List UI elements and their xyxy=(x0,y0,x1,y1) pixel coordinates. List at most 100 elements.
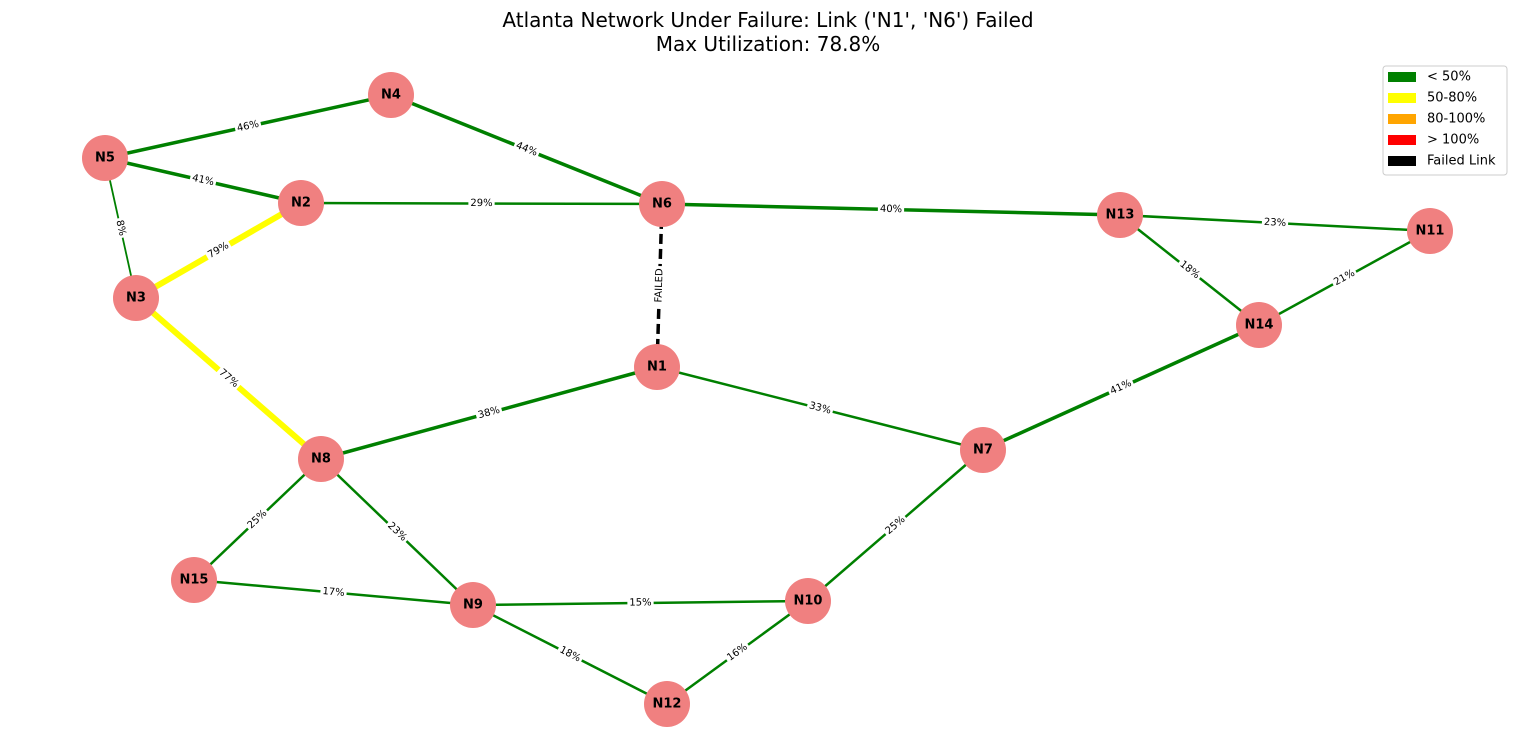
node-circle xyxy=(171,557,217,603)
edge-label-background xyxy=(877,202,905,217)
edge-label-background xyxy=(1261,215,1289,231)
legend-entry: Failed Link xyxy=(1388,154,1496,169)
node-n5: N5 xyxy=(82,135,128,181)
edge-label: 41% xyxy=(191,173,215,189)
node-circle xyxy=(634,344,680,390)
node-n2: N2 xyxy=(278,180,324,226)
edge-label-group: 41% xyxy=(1106,376,1136,399)
legend-swatch xyxy=(1388,114,1416,124)
edge-label-background xyxy=(214,364,243,393)
edge-label-background xyxy=(112,216,129,240)
edge-label-group: 15% xyxy=(627,596,654,610)
nodes-layer: N1 N2 N3 N4 N5 N6 N7 N8 N9 N10 N11 N12 N13 N14 N15 xyxy=(82,72,1453,727)
node-label: N7 xyxy=(973,443,993,458)
node-label: N6 xyxy=(652,197,672,212)
edge-label-background xyxy=(805,398,835,419)
node-circle xyxy=(113,275,159,321)
node-circle xyxy=(298,436,344,482)
node-n10: N10 xyxy=(785,578,831,624)
node-circle xyxy=(1236,302,1282,348)
node-circle xyxy=(639,181,685,227)
node-circle xyxy=(450,582,496,628)
node-circle xyxy=(368,72,414,118)
node-label: N8 xyxy=(311,452,331,467)
node-n11: N11 xyxy=(1407,208,1453,254)
legend-entry: < 50% xyxy=(1388,70,1471,85)
node-circle xyxy=(278,180,324,226)
edge-label-group: 17% xyxy=(319,584,348,601)
node-n7: N7 xyxy=(960,427,1006,473)
edge-label-background xyxy=(511,138,542,161)
edge-label-background xyxy=(203,238,234,263)
edge-label-group: 16% xyxy=(723,639,752,666)
edge-label-background xyxy=(468,196,495,211)
node-n13: N13 xyxy=(1097,192,1143,238)
node-label: N12 xyxy=(653,697,682,712)
edge-label: 15% xyxy=(629,597,651,608)
node-n4: N4 xyxy=(368,72,414,118)
node-label: N4 xyxy=(381,88,401,103)
edge-label-group: 21% xyxy=(1329,265,1360,291)
node-n6: N6 xyxy=(639,181,685,227)
edge-label-group: 18% xyxy=(555,642,585,667)
edge-label: 46% xyxy=(236,119,260,135)
edge-label: 23% xyxy=(1264,217,1287,229)
edge-label-group: 41% xyxy=(188,171,218,190)
edge-label: FAILED xyxy=(653,268,665,303)
edge-label-background xyxy=(383,518,411,546)
edge-label-background xyxy=(652,265,667,305)
legend-swatch xyxy=(1388,93,1416,103)
node-n14: N14 xyxy=(1236,302,1282,348)
title-line-2: Max Utilization: 78.8% xyxy=(656,32,881,56)
node-n3: N3 xyxy=(113,275,159,321)
edge-label-background xyxy=(233,117,263,136)
node-label: N5 xyxy=(95,151,115,166)
node-label: N1 xyxy=(647,360,667,375)
legend-entry: 80-100% xyxy=(1388,112,1485,127)
edge-label-background xyxy=(188,171,218,190)
node-circle xyxy=(82,135,128,181)
edge-label: 40% xyxy=(880,204,902,216)
node-n1: N1 xyxy=(634,344,680,390)
edge-label-background xyxy=(555,642,585,667)
edge-label-background xyxy=(474,403,504,423)
node-circle xyxy=(1097,192,1143,238)
node-n15: N15 xyxy=(171,557,217,603)
node-n8: N8 xyxy=(298,436,344,482)
edge-labels-layer: 46%44%41%29%40%23%8%79%FAILED 18% 21%77%38… xyxy=(112,117,1360,667)
edge-label-background xyxy=(627,596,654,610)
node-n12: N12 xyxy=(644,681,690,727)
node-circle xyxy=(644,681,690,727)
node-label: N2 xyxy=(291,196,311,211)
node-n9: N9 xyxy=(450,582,496,628)
edge-label-background xyxy=(243,505,272,534)
legend-label: Failed Link xyxy=(1427,154,1496,169)
edge-label-group: FAILED xyxy=(652,265,667,305)
legend-entry: > 100% xyxy=(1388,133,1479,148)
edge-label-group: 40% xyxy=(877,202,905,217)
legend: < 50% 50-80% 80-100% > 100% Failed Link xyxy=(1382,65,1508,176)
node-label: N15 xyxy=(180,573,209,588)
node-label: N10 xyxy=(794,594,823,609)
edge-label-group: 38% xyxy=(474,403,504,423)
edge-label-group: 33% xyxy=(805,398,835,419)
legend-label: < 50% xyxy=(1427,70,1471,85)
node-label: N14 xyxy=(1245,318,1274,333)
edge-label-background xyxy=(1329,265,1360,291)
legend-label: 50-80% xyxy=(1427,91,1477,106)
edge-label-background xyxy=(881,512,910,539)
node-label: N3 xyxy=(126,291,146,306)
legend-swatch xyxy=(1388,156,1416,166)
node-circle xyxy=(960,427,1006,473)
edge-label-background xyxy=(319,584,348,601)
title-line-1: Atlanta Network Under Failure: Link ('N1… xyxy=(502,8,1033,32)
edge-label-group: 44% xyxy=(511,138,542,161)
edge-label: 33% xyxy=(808,400,832,416)
node-label: N13 xyxy=(1106,208,1135,223)
legend-label: 80-100% xyxy=(1427,112,1485,127)
edge-label: 29% xyxy=(470,198,492,209)
edge-label-background xyxy=(723,639,752,666)
edge-label: 17% xyxy=(322,586,345,599)
node-label: N11 xyxy=(1416,224,1445,239)
legend-entry: 50-80% xyxy=(1388,91,1477,106)
